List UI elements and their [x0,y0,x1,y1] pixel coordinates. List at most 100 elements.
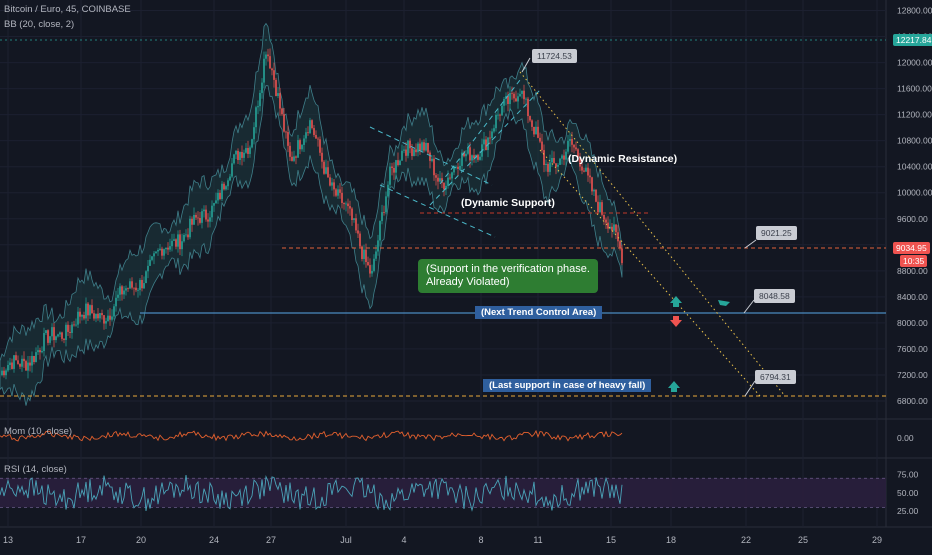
candle-body [345,203,347,205]
price-tick-label: 6800.00 [897,396,928,406]
candle-body [571,139,573,145]
candle-body [17,360,19,364]
candle-body [61,332,63,339]
bollinger-band [0,22,623,406]
candle-body [415,149,417,153]
candle-body [299,140,301,150]
time-tick-label: 29 [872,535,882,545]
candle-body [155,251,157,254]
candle-body [59,332,61,335]
candle-body [45,330,47,334]
candle-body [613,224,615,231]
time-tick-label: 11 [533,535,542,545]
price-tick-label: 8800.00 [897,266,928,276]
candle-body [447,177,449,186]
candle-body [203,209,205,212]
candle-body [137,289,139,291]
candle-body [417,143,419,153]
candle-body [329,177,331,186]
candle-body [597,201,599,212]
dynamic-support-label[interactable]: (Dynamic Support) [461,197,555,209]
candle-body [399,160,401,166]
candle-body [587,167,589,176]
candle-body [205,209,207,220]
candle-body [101,313,103,316]
candle-body [291,156,293,161]
candle-body [179,234,181,250]
candle-body [325,167,327,174]
support-note[interactable]: (Support in the verification phase. Alre… [418,259,598,293]
candle-body [35,352,37,362]
candle-body [207,219,209,222]
candle-body [351,208,353,221]
candle-body [619,241,621,249]
candle-body [579,157,581,167]
candle-body [267,54,269,57]
candle-body [115,297,117,307]
candle-body [21,358,23,367]
candle-body [497,114,499,116]
dynamic-trendline [439,79,521,185]
candle-body [521,90,523,94]
arrow-up-icon [670,296,682,307]
candle-body [213,203,215,206]
candle-body [95,313,97,319]
candle-body [269,56,271,69]
candle-body [421,142,423,151]
candle-body [393,167,395,173]
time-tick-label: 4 [401,535,406,545]
candle-body [209,217,211,222]
candle-body [243,152,245,158]
candle-body [565,151,567,160]
candle-body [621,248,623,264]
dynamic-resistance-label[interactable]: (Dynamic Resistance) [568,153,678,165]
candle-body [297,140,299,158]
candle-body [221,183,223,200]
candle-body [517,96,519,102]
candle-body [27,362,29,371]
candle-body [41,351,43,353]
candle-body [173,239,175,241]
candle-body [133,287,135,289]
candle-body [357,230,359,234]
trend-callout[interactable]: 8048.58 [754,289,795,303]
candle-body [471,155,473,161]
mid-callout[interactable]: 9021.25 [756,226,797,240]
candle-body [491,131,493,138]
candle-body [249,147,251,154]
candle-body [227,180,229,187]
candle-body [531,120,533,127]
next-trend-label[interactable]: (Next Trend Control Area) [475,306,603,319]
candle-body [303,138,305,145]
low-callout[interactable]: 6794.31 [755,370,796,384]
candle-body [555,163,557,167]
candle-body [617,232,619,242]
price-tick-label: 10000.00 [897,188,932,198]
candle-body [67,324,69,332]
flag-icon [718,300,730,306]
candle-body [11,362,13,369]
candle-body [389,166,391,185]
time-tick-label: Jul [340,535,352,545]
candle-body [65,324,67,340]
price-tick-label: 8400.00 [897,292,928,302]
candle-body [353,218,355,221]
dynamic-trendline [379,184,496,238]
candle-body [113,306,115,317]
candle-body [355,218,357,231]
price-tick-label: 11600.00 [897,84,932,94]
candle-body [493,128,495,132]
peak-callout[interactable]: 11724.53 [532,49,577,63]
time-tick-label: 18 [666,535,676,545]
candle-body [259,92,261,107]
candle-body [437,177,439,182]
candle-body [255,107,257,128]
last-support-label[interactable]: (Last support in case of heavy fall) [483,379,652,392]
candle-body [159,248,161,250]
candle-body [241,152,243,158]
candle-body [295,156,297,158]
candle-body [193,214,195,225]
candle-body [387,184,389,197]
candle-body [433,158,435,176]
